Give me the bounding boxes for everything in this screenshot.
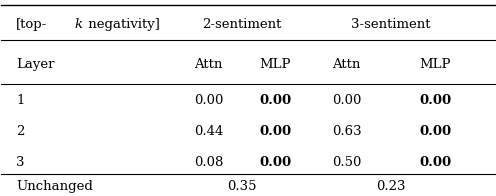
Text: MLP: MLP <box>420 58 451 71</box>
Text: 3-sentiment: 3-sentiment <box>351 18 431 31</box>
Text: 0.00: 0.00 <box>194 94 223 107</box>
Text: 0.00: 0.00 <box>332 94 361 107</box>
Text: 0.00: 0.00 <box>259 156 291 169</box>
Text: 0.63: 0.63 <box>332 125 362 138</box>
Text: Attn: Attn <box>332 58 361 71</box>
Text: 1: 1 <box>16 94 25 107</box>
Text: 0.44: 0.44 <box>194 125 223 138</box>
Text: [top-: [top- <box>16 18 48 31</box>
Text: Unchanged: Unchanged <box>16 180 93 193</box>
Text: 0.35: 0.35 <box>227 180 256 193</box>
Text: Layer: Layer <box>16 58 55 71</box>
Text: 0.00: 0.00 <box>259 94 291 107</box>
Text: 3: 3 <box>16 156 25 169</box>
Text: MLP: MLP <box>259 58 291 71</box>
Text: 0.00: 0.00 <box>419 125 451 138</box>
Text: 0.23: 0.23 <box>376 180 406 193</box>
Text: 0.00: 0.00 <box>419 94 451 107</box>
Text: 2-sentiment: 2-sentiment <box>202 18 282 31</box>
Text: 0.50: 0.50 <box>332 156 361 169</box>
Text: 0.08: 0.08 <box>194 156 223 169</box>
Text: 0.00: 0.00 <box>259 125 291 138</box>
Text: k: k <box>74 18 82 31</box>
Text: 0.00: 0.00 <box>419 156 451 169</box>
Text: negativity]: negativity] <box>84 18 160 31</box>
Text: 2: 2 <box>16 125 25 138</box>
Text: Attn: Attn <box>194 58 223 71</box>
